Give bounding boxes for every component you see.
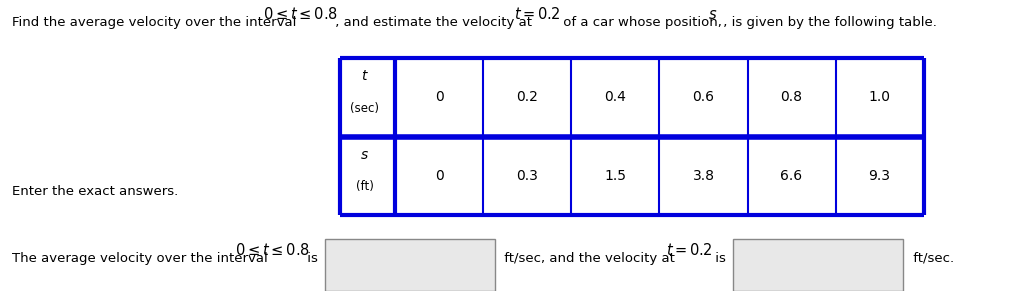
Text: (sec): (sec)	[350, 102, 379, 115]
FancyBboxPatch shape	[326, 239, 496, 291]
Text: 0.2: 0.2	[516, 91, 539, 104]
Text: is: is	[303, 252, 317, 265]
Text: 1.5: 1.5	[604, 169, 627, 183]
Text: 0.3: 0.3	[516, 169, 539, 183]
Text: $s$: $s$	[360, 148, 370, 162]
Text: 3.8: 3.8	[692, 169, 715, 183]
Text: 9.3: 9.3	[868, 169, 891, 183]
Text: $0 \leq t \leq 0.8$: $0 \leq t \leq 0.8$	[263, 6, 338, 22]
Text: , is given by the following table.: , is given by the following table.	[719, 16, 937, 29]
Text: of a car whose position,: of a car whose position,	[559, 16, 727, 29]
Text: 0.8: 0.8	[780, 91, 803, 104]
Text: (ft): (ft)	[356, 180, 374, 194]
Text: 0: 0	[435, 91, 443, 104]
Text: $t$: $t$	[360, 70, 369, 84]
Text: $t = 0.2$: $t = 0.2$	[666, 242, 713, 258]
Text: 6.6: 6.6	[780, 169, 803, 183]
Text: Find the average velocity over the interval: Find the average velocity over the inter…	[12, 16, 301, 29]
Text: $0 \leq t \leq 0.8$: $0 \leq t \leq 0.8$	[234, 242, 309, 258]
Text: ft/sec, and the velocity at: ft/sec, and the velocity at	[501, 252, 680, 265]
Text: 1.0: 1.0	[868, 91, 891, 104]
Text: The average velocity over the interval: The average velocity over the interval	[12, 252, 272, 265]
FancyBboxPatch shape	[733, 239, 903, 291]
Text: Enter the exact answers.: Enter the exact answers.	[12, 185, 178, 198]
Text: 0.4: 0.4	[604, 91, 627, 104]
Text: $s$: $s$	[708, 7, 717, 22]
Text: , and estimate the velocity at: , and estimate the velocity at	[332, 16, 537, 29]
Text: is: is	[712, 252, 726, 265]
Text: ft/sec.: ft/sec.	[908, 252, 953, 265]
Text: $t = 0.2$: $t = 0.2$	[514, 6, 561, 22]
Text: 0: 0	[435, 169, 443, 183]
Text: 0.6: 0.6	[692, 91, 715, 104]
